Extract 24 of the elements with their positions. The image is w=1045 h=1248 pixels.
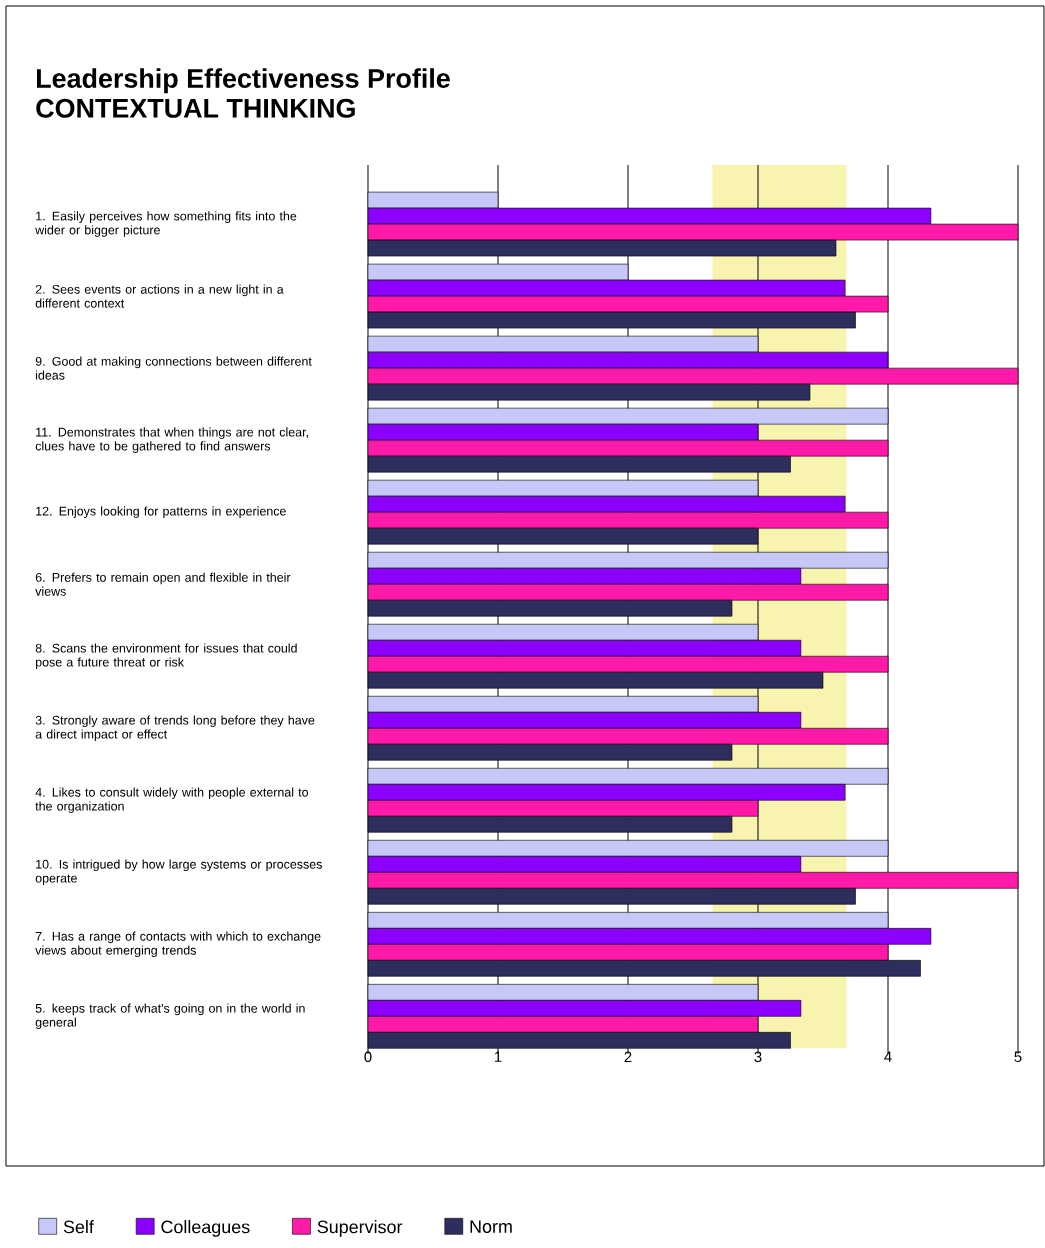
x-tick-label: 5 bbox=[1014, 1051, 1022, 1062]
y-tick-label: 6. Prefers to remain open and flexible in their views bbox=[35, 572, 291, 596]
legend-label: Self bbox=[63, 1220, 94, 1234]
legend-label: Supervisor bbox=[317, 1220, 403, 1237]
y-tick-label: 2. Sees events or actions in a new light in a different context bbox=[35, 284, 284, 308]
y-tick-label: 3. Strongly aware of trends long before they have a direct impact or effect bbox=[35, 715, 315, 742]
y-tick-label: 7. Has a range of contacts with which to exchange views about emerging trends bbox=[35, 931, 321, 958]
y-tick-label: 8. Scans the environment for issues that could pose a future threat or risk bbox=[35, 643, 297, 669]
legend-label: Colleagues bbox=[161, 1220, 250, 1237]
y-tick-label: 9. Good at making connections between different ideas bbox=[35, 356, 312, 380]
legend-label: Norm bbox=[470, 1220, 512, 1233]
y-tick-label: 11. Demonstrates that when things are not clear, clues have to be gathered to find answers bbox=[35, 427, 308, 453]
x-tick-label: 4 bbox=[884, 1051, 892, 1062]
x-tick-label: 3 bbox=[754, 1051, 762, 1063]
y-tick-label: 10. Is intrigued by how large systems or processes operate bbox=[35, 859, 322, 886]
y-tick-label: 1. Easily perceives how something fits into the wider or bigger picture bbox=[35, 211, 297, 237]
x-tick-label: 2 bbox=[624, 1051, 632, 1062]
x-tick-label: 0 bbox=[364, 1051, 372, 1063]
y-tick-label: 4. Likes to consult widely with people external to the organization bbox=[35, 787, 309, 814]
chart-subtitle: CONTEXTUAL THINKING bbox=[36, 98, 355, 118]
chart-title: Leadership Effectiveness Profile bbox=[37, 68, 450, 94]
y-tick-label: 12. Enjoys looking for patterns in experience bbox=[36, 506, 286, 518]
y-tick-label: 5. keeps track of what's going on in the world in general bbox=[35, 1003, 305, 1030]
x-tick-label: 1 bbox=[494, 1051, 502, 1062]
